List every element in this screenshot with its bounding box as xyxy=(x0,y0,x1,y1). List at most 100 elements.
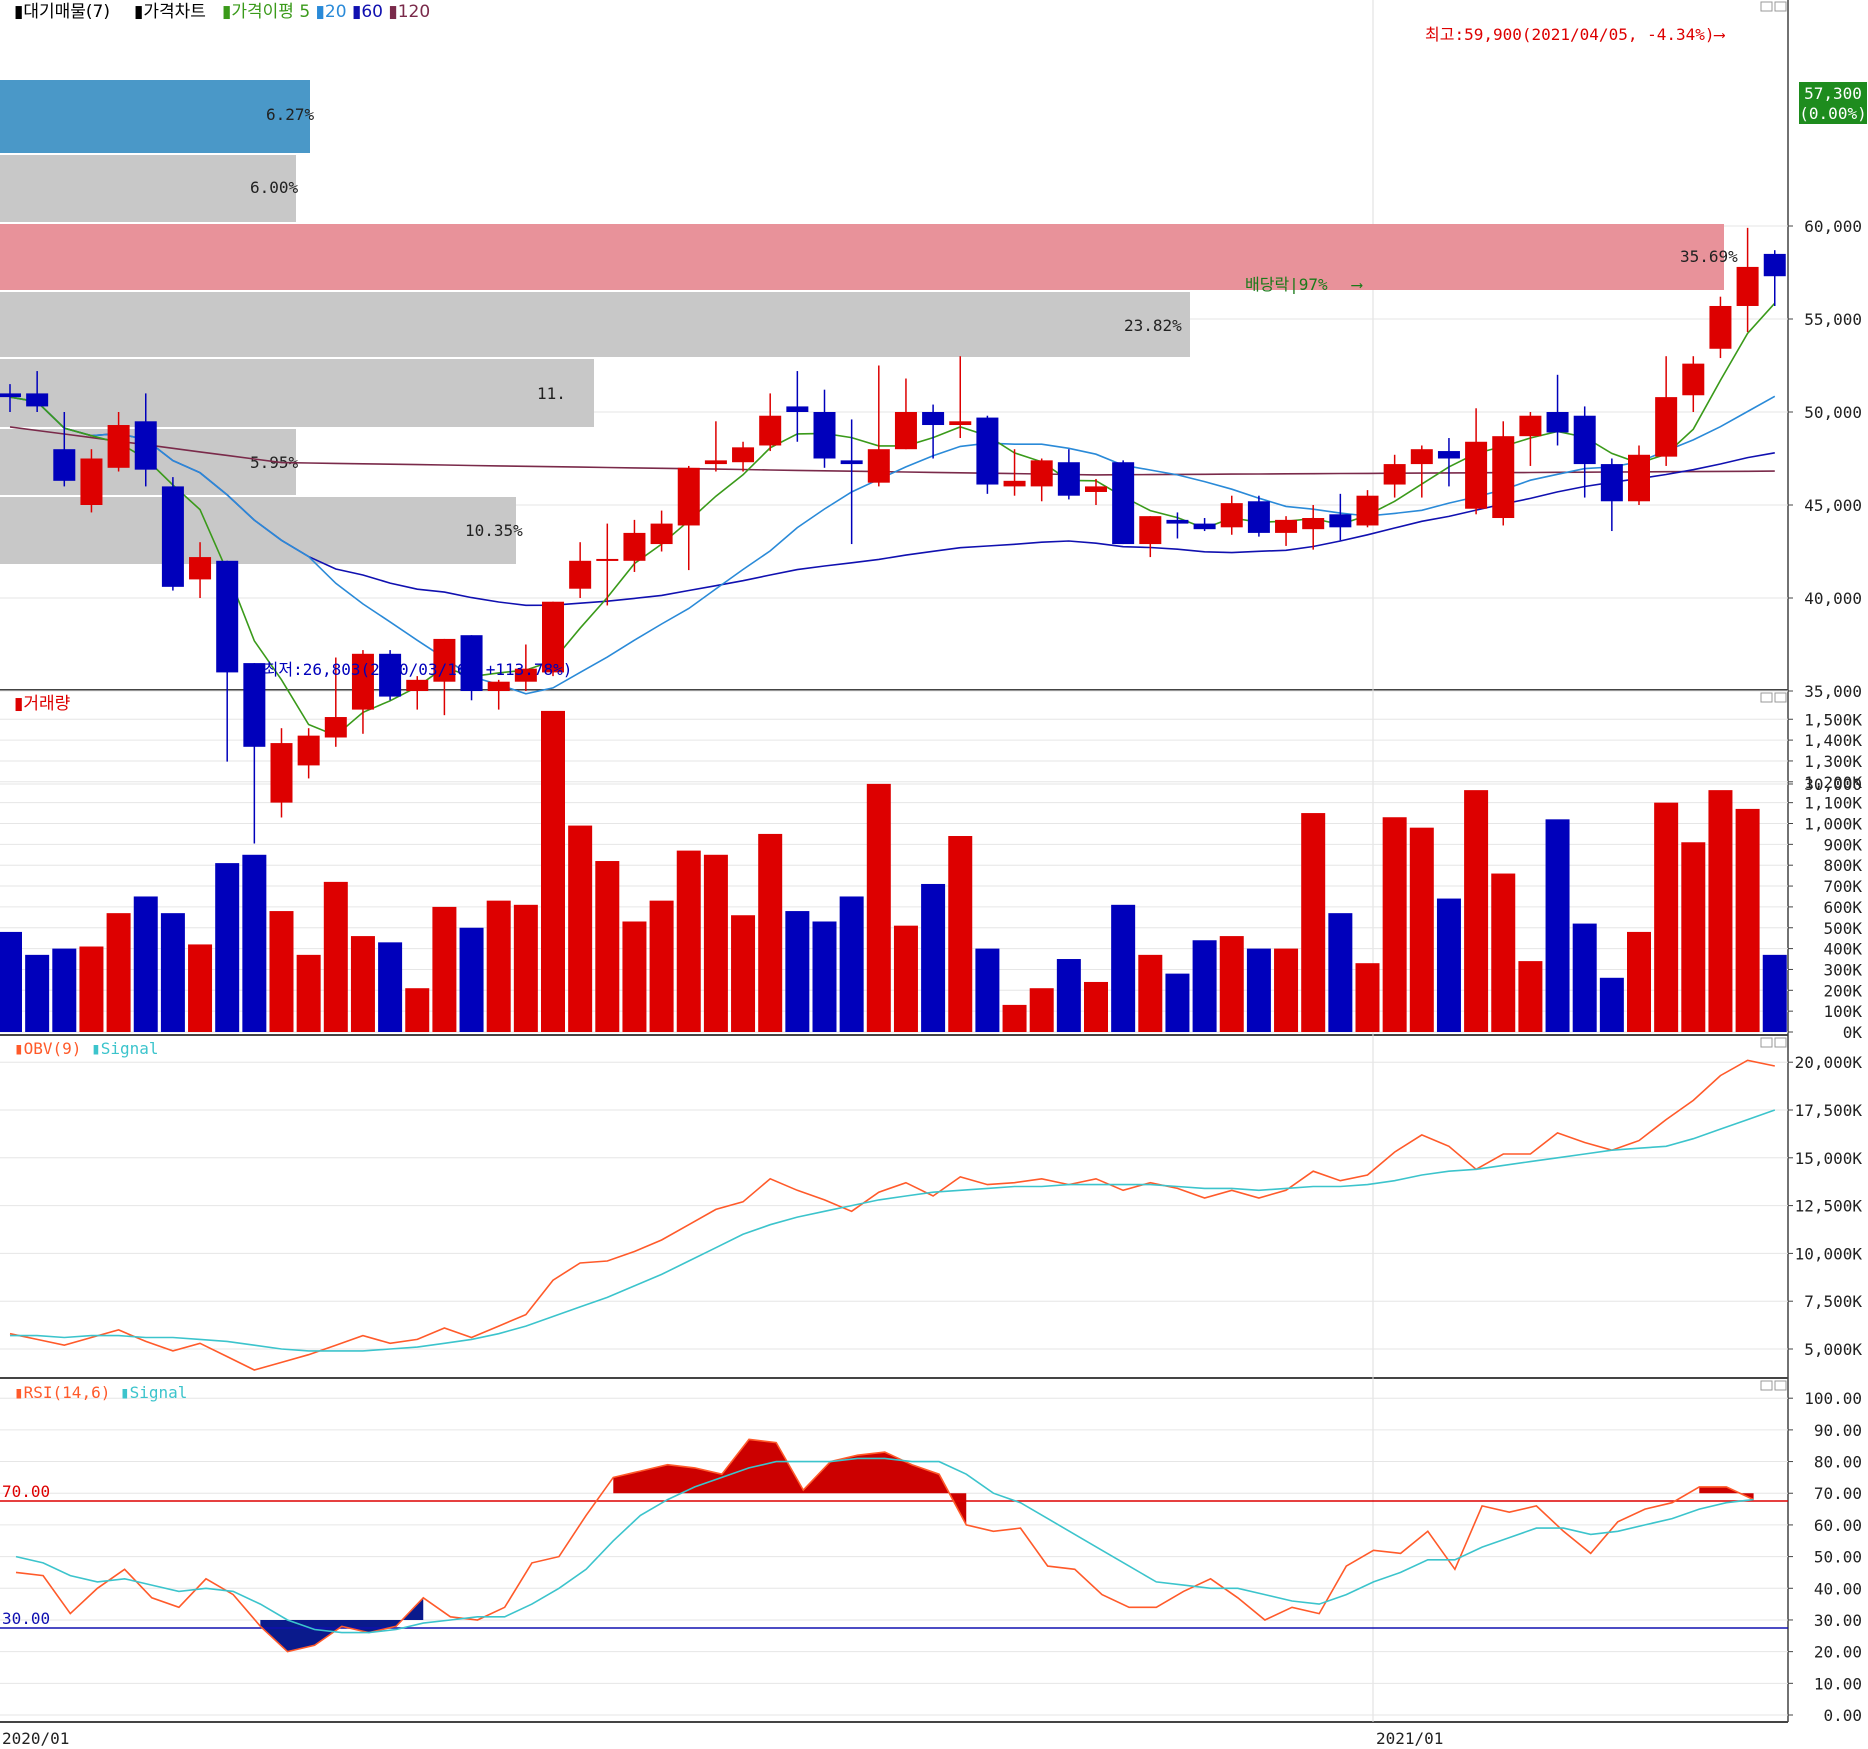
candle-body xyxy=(894,412,917,450)
candle xyxy=(53,412,76,487)
candle xyxy=(351,650,374,734)
volume-tick: 900K xyxy=(1823,835,1862,854)
rsi-tick: 50.00 xyxy=(1814,1548,1862,1567)
volume-bar xyxy=(513,904,538,1032)
candle xyxy=(107,412,130,472)
candle-body xyxy=(949,421,972,426)
rsi-overbought-area xyxy=(1699,1486,1754,1500)
rsi-line xyxy=(15,1438,1754,1653)
obv-title[interactable]: ▮OBV(9) ▮Signal xyxy=(14,1039,159,1058)
panel-minimize-button[interactable] xyxy=(1760,1,1773,12)
volume-bar xyxy=(785,911,810,1032)
volume-bar xyxy=(52,948,77,1032)
volume-bar xyxy=(731,915,756,1032)
volume-tick: 0K xyxy=(1843,1023,1863,1042)
candle-body xyxy=(976,417,999,485)
rsi-signal-line xyxy=(15,1457,1754,1634)
volume-bar xyxy=(459,927,484,1032)
volume-bar xyxy=(649,900,674,1032)
rsi-panel: 70.00 30.00 100.00 90.00 80.00 70.00 60.00 50… xyxy=(0,1383,1862,1725)
candle-body xyxy=(1030,460,1053,487)
obv-tick: 12,500K xyxy=(1795,1197,1863,1216)
candle-body xyxy=(53,449,76,481)
volume-title[interactable]: ▮거래량 xyxy=(14,694,71,714)
obv-tick: 5,000K xyxy=(1804,1340,1862,1359)
candle xyxy=(759,393,782,452)
candle xyxy=(1329,493,1352,541)
candle-body xyxy=(189,557,212,580)
candle xyxy=(1763,250,1786,306)
volume-bar xyxy=(106,913,131,1032)
volume-bar xyxy=(1409,827,1434,1032)
candle-body xyxy=(1247,501,1270,533)
candle-body xyxy=(514,668,537,682)
x-label-2020: 2020/01 xyxy=(2,1729,69,1748)
candle-body xyxy=(732,447,755,463)
candle-body xyxy=(1573,415,1596,465)
rsi-oversold-area xyxy=(260,1597,424,1652)
candle-body xyxy=(351,653,374,710)
candle xyxy=(433,638,456,716)
candle xyxy=(949,356,972,439)
high-annotation: 최고:59,900(2021/04/05, -4.34%)⟶ xyxy=(1425,25,1726,44)
candle-body xyxy=(1628,454,1650,502)
candle-body xyxy=(1600,464,1623,502)
volume-bar xyxy=(296,954,321,1032)
obv-tick: 10,000K xyxy=(1795,1244,1863,1263)
rsi-tick: 80.00 xyxy=(1814,1453,1862,1472)
low-annotation: ⟵최저:26,803(2020/03/16, +113.78%) xyxy=(253,660,572,679)
candle-body xyxy=(1329,514,1352,528)
panel-minimize-button[interactable] xyxy=(1760,1380,1773,1391)
volume-bar xyxy=(160,913,185,1032)
volume-tick: 1,100K xyxy=(1804,794,1862,813)
candle xyxy=(1166,512,1189,539)
candle-body xyxy=(569,560,592,589)
candle xyxy=(976,415,999,494)
candle xyxy=(26,371,49,412)
volume-tick: 300K xyxy=(1823,960,1862,979)
panel-close-button[interactable] xyxy=(1774,1037,1787,1048)
candle-body xyxy=(216,560,239,673)
obv-signal-line xyxy=(10,1109,1776,1352)
price-tick: 50,000 xyxy=(1804,403,1862,422)
rsi-y-axis: 100.00 90.00 80.00 70.00 60.00 50.00 40.00 30.0… xyxy=(1788,1389,1862,1725)
candle-body xyxy=(1437,451,1460,459)
volume-bar xyxy=(1627,931,1651,1032)
candle-body xyxy=(0,393,21,398)
candle-body xyxy=(1655,397,1678,457)
volume-bar xyxy=(25,954,50,1032)
supply-zone-label: 6.00% xyxy=(250,178,299,197)
volume-tick: 1,400K xyxy=(1804,731,1862,750)
volume-bar xyxy=(188,944,213,1032)
candle-body xyxy=(134,421,157,470)
volume-bar xyxy=(242,854,267,1032)
volume-bar xyxy=(1138,954,1163,1032)
volume-bar xyxy=(975,948,1000,1032)
price-panel: 6.27% 6.00% 23.82% 35.69% 11. 5.95% 10.35% 60,… xyxy=(0,2,1867,844)
candle xyxy=(1492,421,1515,526)
panel-close-button[interactable] xyxy=(1774,1,1787,12)
panel-minimize-button[interactable] xyxy=(1760,692,1773,703)
volume-bar xyxy=(921,883,946,1032)
candle-body xyxy=(867,449,890,483)
rsi-tick: 10.00 xyxy=(1814,1674,1862,1693)
rsi-title[interactable]: ▮RSI(14,6) ▮Signal xyxy=(14,1383,187,1402)
candle-body xyxy=(1410,449,1433,465)
legend-price-chart[interactable]: ▮가격차트 xyxy=(134,2,206,22)
legend-supply[interactable]: ▮대기매물(7) xyxy=(14,2,110,22)
price-y-axis: 60,000 55,000 50,000 45,000 40,000 35,000 30,0… xyxy=(1788,217,1862,794)
candle xyxy=(786,371,809,442)
candle xyxy=(1030,458,1053,502)
current-change: (0.00%) xyxy=(1799,104,1866,123)
volume-bar xyxy=(1382,817,1407,1032)
panel-minimize-button[interactable] xyxy=(1760,1037,1773,1048)
legend-ma[interactable]: ▮가격이평 5 ▮20 ▮60 ▮120 xyxy=(222,2,430,22)
candle xyxy=(1302,505,1325,550)
panel-close-button[interactable] xyxy=(1774,692,1787,703)
panel-close-button[interactable] xyxy=(1774,1380,1787,1391)
volume-panel: 1,500K 1,400K 1,300K 1,200K 1,100K 1,000K900K… xyxy=(0,694,1862,1042)
obv-panel: 20,000K 17,500K 15,000K 12,500K 10,000K 7,500… xyxy=(9,1039,1863,1371)
candle-body xyxy=(433,638,456,682)
candle-body xyxy=(1709,305,1732,349)
candle-body xyxy=(1302,518,1325,530)
